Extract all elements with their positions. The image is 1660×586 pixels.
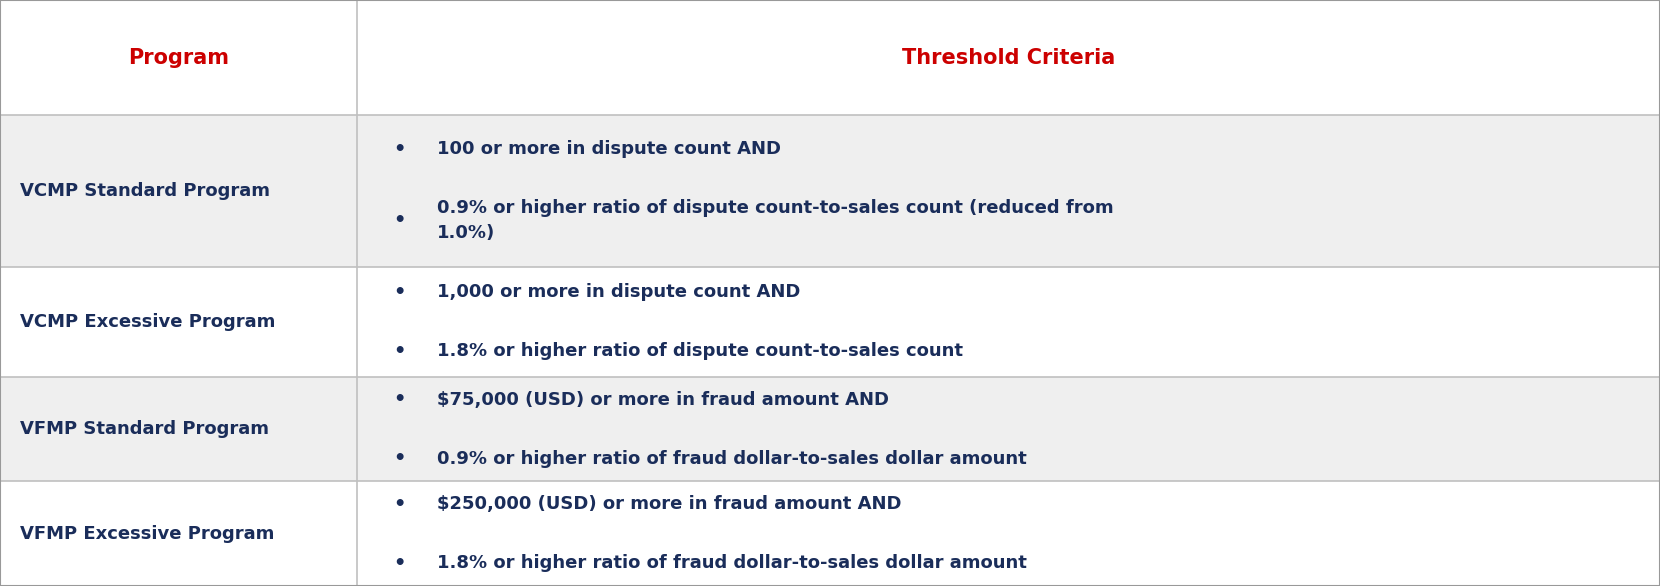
Text: 1,000 or more in dispute count AND: 1,000 or more in dispute count AND bbox=[437, 283, 800, 301]
Text: •: • bbox=[393, 554, 405, 573]
Text: •: • bbox=[393, 211, 405, 230]
Text: $250,000 (USD) or more in fraud amount AND: $250,000 (USD) or more in fraud amount A… bbox=[437, 495, 901, 513]
Text: 1.0%): 1.0%) bbox=[437, 224, 495, 242]
Text: 100 or more in dispute count AND: 100 or more in dispute count AND bbox=[437, 140, 780, 158]
Bar bbox=[0, 267, 1660, 377]
Text: •: • bbox=[393, 139, 405, 159]
Text: VFMP Standard Program: VFMP Standard Program bbox=[20, 420, 269, 438]
Text: 1.8% or higher ratio of dispute count-to-sales count: 1.8% or higher ratio of dispute count-to… bbox=[437, 342, 963, 360]
Text: •: • bbox=[393, 495, 405, 514]
Text: Program: Program bbox=[128, 47, 229, 67]
Text: Threshold Criteria: Threshold Criteria bbox=[901, 47, 1116, 67]
Text: •: • bbox=[393, 390, 405, 409]
Text: VCMP Standard Program: VCMP Standard Program bbox=[20, 182, 271, 200]
Bar bbox=[0, 377, 1660, 481]
Text: •: • bbox=[393, 342, 405, 361]
Bar bbox=[0, 115, 1660, 267]
Bar bbox=[0, 0, 1660, 115]
Text: $75,000 (USD) or more in fraud amount AND: $75,000 (USD) or more in fraud amount AN… bbox=[437, 390, 888, 408]
Text: 0.9% or higher ratio of dispute count-to-sales count (reduced from: 0.9% or higher ratio of dispute count-to… bbox=[437, 199, 1114, 217]
Bar bbox=[0, 481, 1660, 586]
Text: VFMP Excessive Program: VFMP Excessive Program bbox=[20, 524, 274, 543]
Text: 1.8% or higher ratio of fraud dollar-to-sales dollar amount: 1.8% or higher ratio of fraud dollar-to-… bbox=[437, 554, 1026, 572]
Text: 0.9% or higher ratio of fraud dollar-to-sales dollar amount: 0.9% or higher ratio of fraud dollar-to-… bbox=[437, 449, 1026, 468]
Text: VCMP Excessive Program: VCMP Excessive Program bbox=[20, 313, 276, 331]
Text: •: • bbox=[393, 282, 405, 302]
Text: •: • bbox=[393, 449, 405, 468]
